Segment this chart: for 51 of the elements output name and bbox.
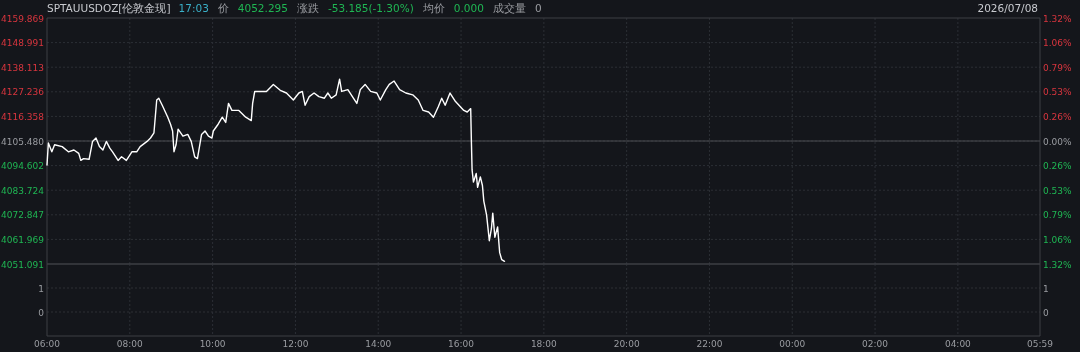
x-tick-label: 12:00: [282, 339, 309, 349]
x-tick-label: 05:59: [1027, 339, 1054, 349]
y2-tick-label: 0.53%: [1043, 185, 1073, 196]
text: 价: [216, 2, 229, 14]
text: -53.185(-1.30%): [327, 2, 414, 14]
y-tick-label: 4072.847: [1, 210, 44, 221]
y-tick-label: 4094.602: [1, 161, 44, 172]
x-tick-label: 10:00: [199, 339, 226, 349]
x-tick-label: 00:00: [779, 339, 806, 349]
y-tick-label: 4138.113: [1, 62, 44, 73]
y2-tick-label: 0.79%: [1043, 62, 1073, 73]
y-tick-label: 4061.969: [1, 234, 45, 245]
y2-tick-label: 1.06%: [1043, 235, 1073, 246]
y-tick-label: 4148.991: [1, 38, 44, 49]
x-tick-label: 18:00: [530, 339, 558, 349]
y-tick-label: 4127.236: [1, 87, 45, 98]
y2-tick-label: 0.26%: [1043, 160, 1073, 171]
y-tick-label: 4116.358: [1, 111, 45, 122]
text: 4052.295: [237, 2, 288, 14]
text: 0.000: [453, 2, 484, 14]
text: 涨跌: [296, 2, 319, 14]
text: 0: [534, 2, 542, 14]
x-tick-label: 16:00: [448, 339, 475, 349]
x-tick-label: 20:00: [613, 339, 640, 349]
x-tick-label: 02:00: [862, 339, 889, 349]
y2-tick-label: 0: [1043, 307, 1049, 318]
y-tick-label: 4105.480: [1, 136, 45, 147]
y2-tick-label: 0.53%: [1043, 87, 1073, 98]
text: 17:03: [178, 2, 209, 14]
y-tick-label: 4051.091: [1, 259, 44, 270]
x-tick-label: 22:00: [696, 339, 723, 349]
x-tick-label: 06:00: [34, 339, 61, 349]
text: 成交量: [492, 2, 526, 14]
y2-tick-label: 1.32%: [1043, 13, 1073, 24]
y2-tick-label: 0.26%: [1043, 112, 1073, 123]
y-tick-label: 0: [38, 307, 45, 318]
y2-tick-label: 1: [1043, 283, 1049, 294]
chart-title: SPTAUUSDOZ[伦敦金现]: [47, 2, 171, 14]
y2-tick-label: 0.00%: [1043, 136, 1073, 147]
y2-tick-label: 1.06%: [1043, 37, 1073, 48]
x-tick-label: 14:00: [365, 339, 392, 349]
line-series: [46, 78, 506, 262]
y-tick-label: 1: [38, 283, 44, 294]
text: 均价: [421, 2, 445, 14]
chart-subtitle: 2026/07/08: [977, 2, 1038, 14]
y-tick-label: 4159.869: [1, 13, 45, 24]
y2-tick-label: 1.32%: [1043, 259, 1073, 270]
y2-tick-label: 0.79%: [1043, 210, 1073, 221]
x-tick-label: 04:00: [944, 339, 972, 349]
x-tick-label: 08:00: [116, 339, 144, 349]
y-tick-label: 4083.724: [1, 185, 45, 196]
